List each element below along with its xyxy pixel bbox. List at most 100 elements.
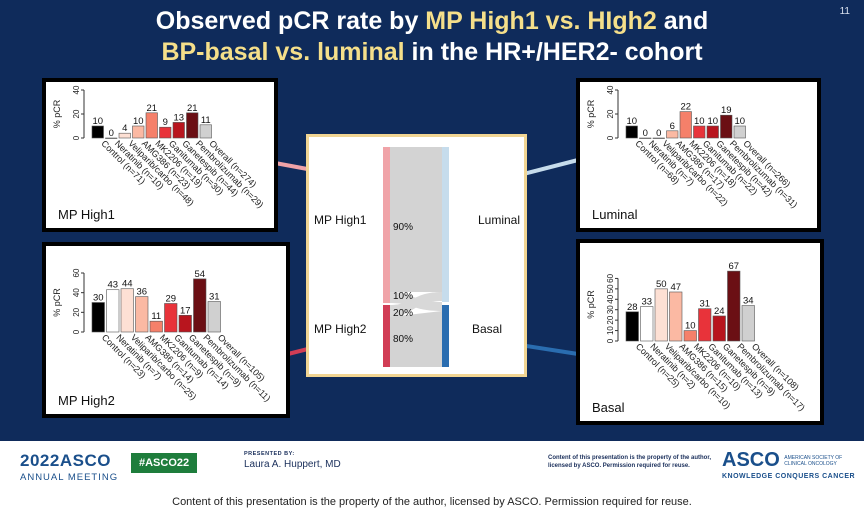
data-label: 17 <box>180 305 191 316</box>
bar <box>199 124 212 139</box>
bar <box>683 330 697 342</box>
bar <box>164 303 178 333</box>
bar <box>733 125 746 139</box>
flow-band <box>390 311 442 367</box>
logo-year: 2022 <box>20 451 60 470</box>
data-label: 0 <box>656 128 661 139</box>
panel-label: Luminal <box>592 207 638 222</box>
y-tick-label: 20 <box>606 109 615 118</box>
data-label: 21 <box>146 103 157 114</box>
chart-panel-mp-high1: 0 20 40% pCR 10 Control (n=71) 0 Neratinib (n=… <box>42 78 278 232</box>
y-tick-label: 10 <box>606 326 615 335</box>
bar <box>135 296 149 333</box>
data-label: 10 <box>626 116 637 127</box>
title-line-2: BP-basal vs. luminal in the HR+/HER2- co… <box>0 37 864 68</box>
data-label: 10 <box>92 116 103 127</box>
y-tick-label: 20 <box>606 315 615 324</box>
data-label: 19 <box>721 105 732 116</box>
y-axis-label: % pCR <box>52 288 62 317</box>
logo-asco: ASCO <box>59 451 111 470</box>
data-label: 67 <box>728 261 739 272</box>
data-label: 43 <box>107 280 118 291</box>
y-tick-label: 40 <box>72 85 81 94</box>
asco-annual-meeting-logo: 2022ASCO ANNUAL MEETING <box>20 451 118 483</box>
copyright-notice-small: Content of this presentation is the prop… <box>548 455 712 469</box>
sankey-node <box>442 305 449 367</box>
flow-percent-label: 20% <box>393 308 413 319</box>
y-tick-label: 60 <box>72 268 81 277</box>
bar <box>178 314 192 333</box>
data-label: 30 <box>93 293 104 304</box>
data-label: 21 <box>187 103 198 114</box>
bar <box>149 320 163 333</box>
hashtag-badge: #ASCO22 <box>131 453 198 473</box>
bar <box>669 291 683 342</box>
bar <box>159 126 172 139</box>
flow-percent-label: 10% <box>393 291 413 302</box>
flow-band <box>390 147 442 292</box>
bar <box>639 137 652 139</box>
y-axis-label: % pCR <box>586 99 596 128</box>
title-highlight: BP-basal vs. luminal <box>161 38 405 66</box>
data-label: 50 <box>656 279 667 290</box>
data-label: 4 <box>122 123 127 134</box>
presenter-block: PRESENTED BY: Laura A. Huppert, MD <box>244 451 341 470</box>
footer: 2022ASCO ANNUAL MEETING #ASCO22 PRESENTE… <box>0 441 864 491</box>
bar <box>654 288 668 342</box>
bar <box>625 125 638 139</box>
bar <box>706 125 719 139</box>
flow-percent-label: 90% <box>393 222 413 233</box>
bar <box>679 111 692 139</box>
y-tick-label: 20 <box>72 307 81 316</box>
slide-title: Observed pCR rate by MP High1 vs. HIgh2 … <box>0 6 864 68</box>
y-tick-label: 50 <box>606 284 615 293</box>
data-label: 44 <box>122 279 133 290</box>
data-label: 36 <box>136 287 147 298</box>
bar <box>693 125 706 139</box>
presenter-name: Laura A. Huppert, MD <box>244 459 341 470</box>
chart-panel-mp-high2: 0 20 40 60% pCR 30 Control (n=23) 43 Neratinib … <box>42 242 290 418</box>
data-label: 10 <box>734 116 745 127</box>
asco-society-logo: ASCO AMERICAN SOCIETY OF CLINICAL ONCOLO… <box>722 449 855 480</box>
data-label: 54 <box>194 269 205 280</box>
title-line-1: Observed pCR rate by MP High1 vs. HIgh2 … <box>0 6 864 37</box>
data-label: 13 <box>173 112 184 123</box>
bar <box>172 122 185 139</box>
title-part: Observed pCR rate by <box>155 7 426 35</box>
data-label: 10 <box>707 116 718 127</box>
bar <box>666 130 679 139</box>
bar <box>741 305 755 342</box>
slide-number: 11 <box>839 6 850 17</box>
y-tick-label: 60 <box>606 273 615 282</box>
bar <box>120 288 134 333</box>
data-label: 33 <box>641 297 652 308</box>
presented-by-label: PRESENTED BY: <box>244 451 295 457</box>
title-part: in the HR+/HER2- cohort <box>404 38 703 66</box>
bar <box>207 301 221 333</box>
slide: 11 Observed pCR rate by MP High1 vs. HIg… <box>0 0 864 441</box>
sankey-panel: MP High1 MP High2 Luminal Basal 90% 10% 20% 80% <box>306 134 527 377</box>
asco-tagline: KNOWLEDGE CONQUERS CANCER <box>722 473 856 480</box>
bar <box>727 270 741 342</box>
chart-panel-basal: 0 10 20 30 40 50 60% pCR 28 Control (n=25) 33 Nera… <box>576 239 824 425</box>
panel-label: MP High1 <box>58 207 115 222</box>
data-label: 28 <box>627 302 638 313</box>
title-part: and <box>656 7 709 35</box>
y-tick-label: 0 <box>72 135 81 140</box>
bar <box>91 302 105 333</box>
data-label: 24 <box>714 306 725 317</box>
data-label: 47 <box>670 282 681 293</box>
panel-label: Basal <box>592 400 625 415</box>
society-name: AMERICAN SOCIETY OF CLINICAL ONCOLOGY <box>784 454 843 467</box>
y-tick-label: 40 <box>606 85 615 94</box>
flow-band <box>390 292 442 317</box>
data-label: 31 <box>699 299 710 310</box>
asco-logo-text: ASCO <box>722 449 780 471</box>
y-tick-label: 40 <box>606 294 615 303</box>
sankey-node <box>383 305 390 367</box>
bar <box>712 315 726 342</box>
sankey-node-label: Basal <box>472 322 502 336</box>
